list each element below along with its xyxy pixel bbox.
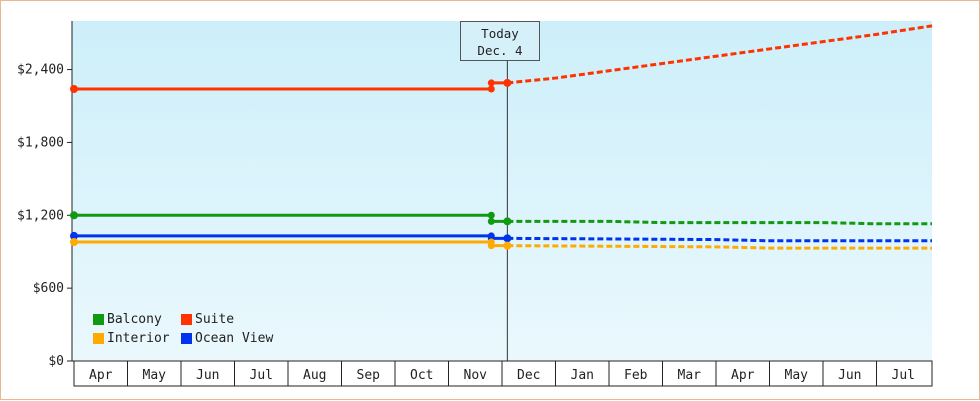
month-label: May (143, 368, 167, 383)
legend-label: Ocean View (195, 331, 274, 346)
today-label: Today (481, 26, 519, 41)
month-label: Feb (624, 368, 648, 383)
series-balcony-forecast (507, 219, 932, 226)
y-tick-label: $1,200 (17, 208, 64, 223)
month-label: Mar (678, 368, 702, 383)
today-marker-label: Today Dec. 4 (460, 21, 540, 61)
month-label: Jul (250, 368, 273, 383)
series-balcony-point (503, 217, 512, 226)
legend-swatch (93, 314, 104, 325)
legend-item-suite: Suite (181, 312, 291, 327)
y-tick-label: $0 (48, 354, 64, 369)
series-interior-point (487, 242, 495, 250)
month-strip (73, 360, 933, 387)
series-balcony-point (487, 217, 495, 225)
month-label: Aug (303, 368, 326, 383)
month-label: Oct (410, 368, 433, 383)
y-tick-label: $2,400 (17, 63, 64, 78)
series-suite-point (487, 85, 495, 93)
y-tick-label: $1,800 (17, 135, 64, 150)
legend-swatch (181, 333, 192, 344)
month-label: Sep (357, 368, 381, 383)
legend-swatch (181, 314, 192, 325)
legend-label: Interior (107, 331, 170, 346)
series-suite-point (503, 78, 512, 87)
legend-item-ocean-view: Ocean View (181, 331, 291, 346)
legend-swatch (93, 333, 104, 344)
series-suite-forecast (507, 24, 933, 85)
series-interior-point (503, 241, 512, 250)
month-label: Apr (89, 368, 113, 383)
y-tick-label: $600 (33, 281, 64, 296)
series-suite-point (487, 79, 495, 87)
legend-label: Suite (195, 312, 235, 327)
legend-item-balcony: Balcony (93, 312, 181, 327)
today-date: Dec. 4 (477, 43, 523, 58)
legend: Balcony Suite Interior Ocean View (93, 312, 291, 346)
series-ocean-view-point (70, 231, 78, 240)
month-label: Apr (731, 368, 755, 383)
month-label: Jan (571, 368, 594, 383)
legend-item-interior: Interior (93, 331, 181, 346)
legend-label: Balcony (107, 312, 162, 327)
month-label: May (785, 368, 809, 383)
series-ocean-view-point (503, 234, 512, 243)
month-label: Jun (196, 368, 219, 383)
plot-background (72, 21, 932, 361)
month-label: Jul (892, 368, 915, 383)
month-label: Dec (517, 368, 540, 383)
series-ocean-view-forecast (507, 236, 932, 243)
series-balcony-point (70, 211, 78, 220)
series-balcony-point (487, 211, 495, 219)
series-suite-point (70, 85, 78, 93)
series-interior-forecast (507, 244, 932, 250)
series-interior-point (70, 238, 78, 246)
month-label: Nov (464, 368, 488, 383)
month-label: Jun (838, 368, 861, 383)
